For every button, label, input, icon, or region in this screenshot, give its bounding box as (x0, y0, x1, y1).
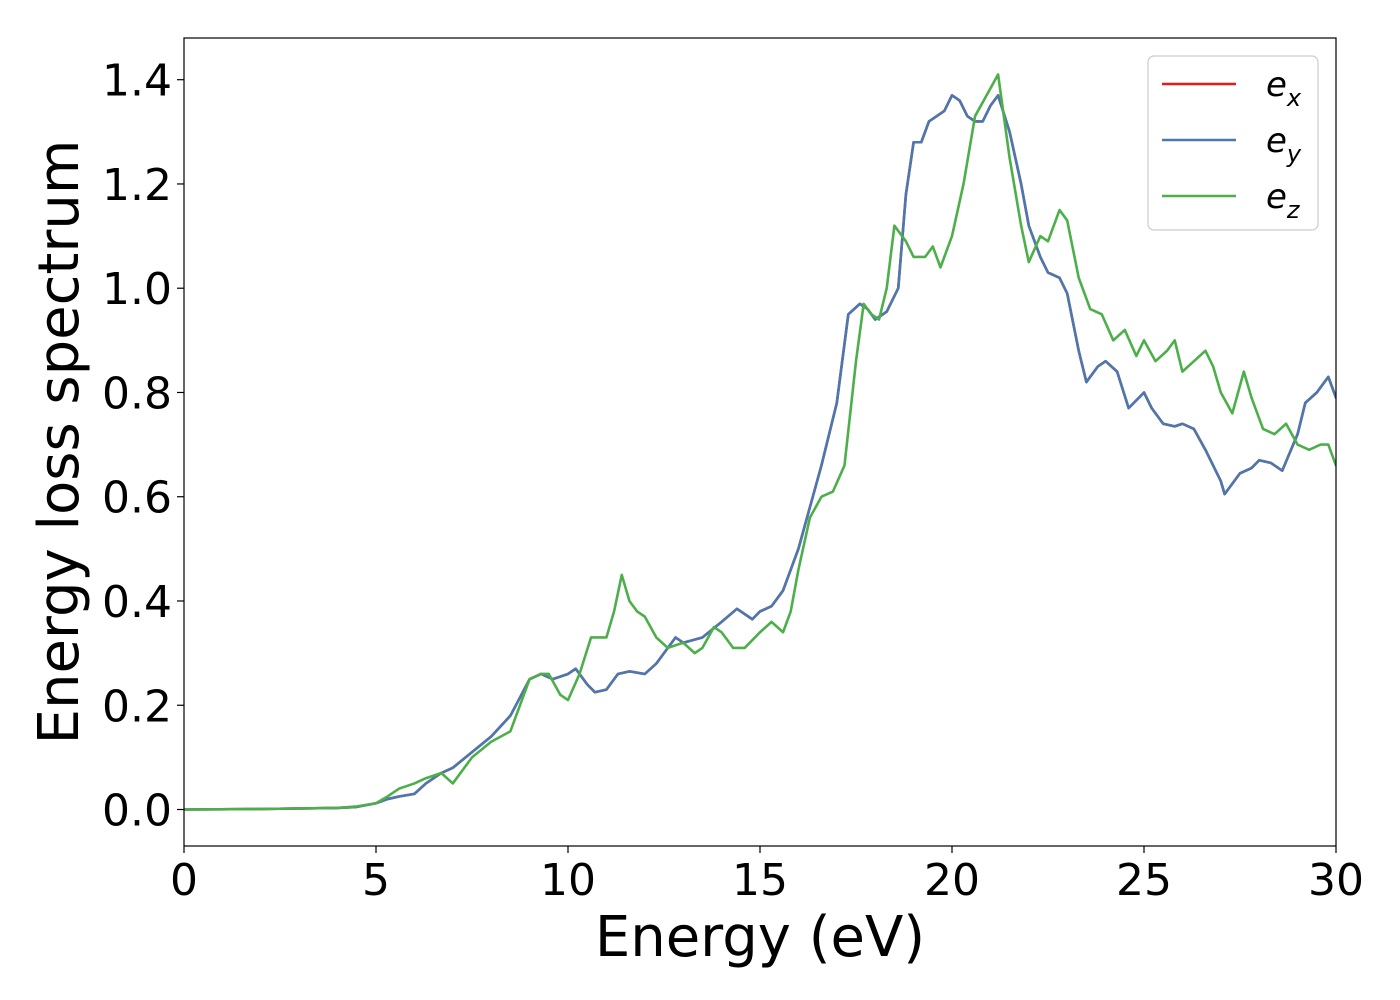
legend: ex ey ez (1147, 55, 1319, 231)
x-tick-label: 20 (924, 855, 980, 906)
y-tick-label: 0.0 (102, 786, 172, 837)
x-tick-label: 0 (170, 855, 198, 906)
x-tick-label: 30 (1308, 855, 1364, 906)
y-tick-label: 1.4 (102, 56, 172, 107)
series-layer (184, 73, 1336, 811)
series-line-z (184, 73, 1336, 811)
legend-label-z: ez (1266, 177, 1301, 224)
y-axis-label: Energy loss spectrum (27, 140, 92, 745)
legend-label-y: ey (1266, 121, 1302, 168)
y-tick-label: 0.4 (102, 577, 172, 628)
y-tick-label: 0.6 (102, 473, 172, 524)
y-tick-label: 0.2 (102, 681, 172, 732)
x-axis-ticks: 0 5 10 15 20 25 30 (170, 846, 1364, 906)
legend-box (1147, 55, 1319, 231)
y-tick-label: 0.8 (102, 368, 172, 419)
legend-label-x: ex (1266, 65, 1302, 112)
x-tick-label: 10 (540, 855, 596, 906)
x-tick-label: 5 (362, 855, 390, 906)
x-tick-label: 25 (1116, 855, 1172, 906)
x-tick-label: 15 (732, 855, 788, 906)
y-tick-label: 1.2 (102, 160, 172, 211)
y-tick-label: 1.0 (102, 264, 172, 315)
x-axis-label: Energy (eV) (595, 905, 925, 970)
y-axis-ticks: 0.0 0.2 0.4 0.6 0.8 1.0 1.2 1.4 (102, 56, 184, 837)
